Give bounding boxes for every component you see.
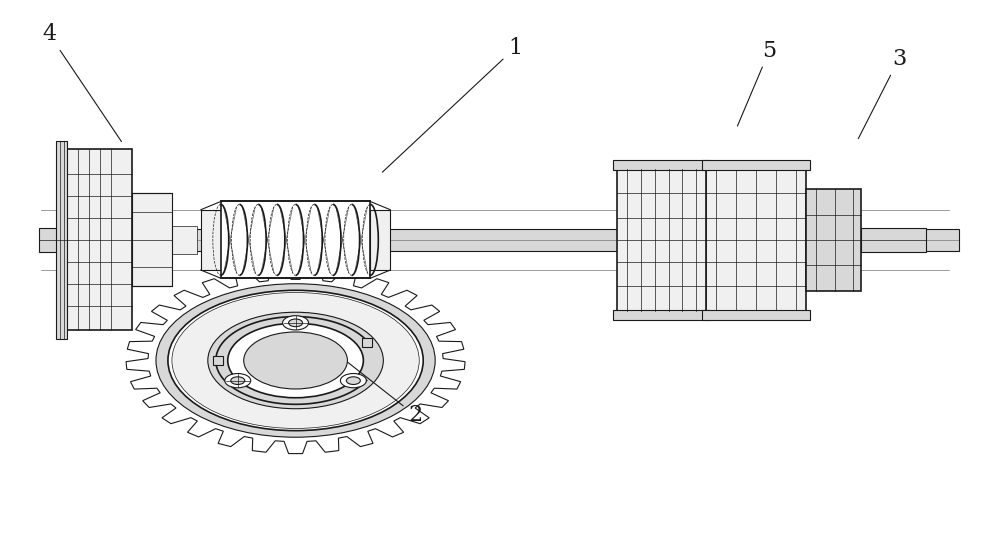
Bar bbox=[41, 229, 959, 251]
Bar bbox=[221, 202, 370, 278]
Circle shape bbox=[228, 323, 363, 398]
Text: 2: 2 bbox=[348, 362, 422, 426]
Text: 1: 1 bbox=[382, 37, 522, 172]
Bar bbox=[702, 160, 810, 170]
Bar bbox=[861, 228, 926, 252]
Bar bbox=[67, 149, 132, 330]
Circle shape bbox=[156, 284, 435, 437]
Circle shape bbox=[225, 374, 251, 388]
Bar bbox=[201, 210, 221, 270]
Bar bbox=[706, 169, 806, 311]
Bar bbox=[806, 188, 861, 291]
Bar bbox=[172, 225, 197, 254]
Bar bbox=[370, 210, 390, 270]
Circle shape bbox=[168, 290, 423, 431]
Circle shape bbox=[346, 377, 360, 385]
Text: 4: 4 bbox=[42, 23, 121, 142]
Bar bbox=[132, 193, 172, 287]
Bar bbox=[702, 310, 810, 320]
Text: 3: 3 bbox=[858, 48, 906, 139]
Circle shape bbox=[340, 374, 366, 388]
Bar bbox=[56, 141, 67, 338]
Bar bbox=[213, 356, 223, 365]
Circle shape bbox=[181, 298, 410, 424]
Circle shape bbox=[283, 316, 309, 330]
Bar bbox=[39, 228, 67, 252]
Circle shape bbox=[289, 319, 303, 327]
Bar bbox=[613, 160, 710, 170]
Text: 5: 5 bbox=[737, 40, 776, 126]
Circle shape bbox=[172, 293, 419, 429]
Bar bbox=[617, 169, 706, 311]
Circle shape bbox=[196, 306, 395, 415]
Circle shape bbox=[208, 312, 383, 409]
Bar bbox=[362, 338, 372, 347]
Bar bbox=[613, 310, 710, 320]
Polygon shape bbox=[126, 267, 465, 453]
Circle shape bbox=[244, 332, 347, 389]
Circle shape bbox=[231, 377, 245, 385]
Circle shape bbox=[175, 294, 416, 427]
